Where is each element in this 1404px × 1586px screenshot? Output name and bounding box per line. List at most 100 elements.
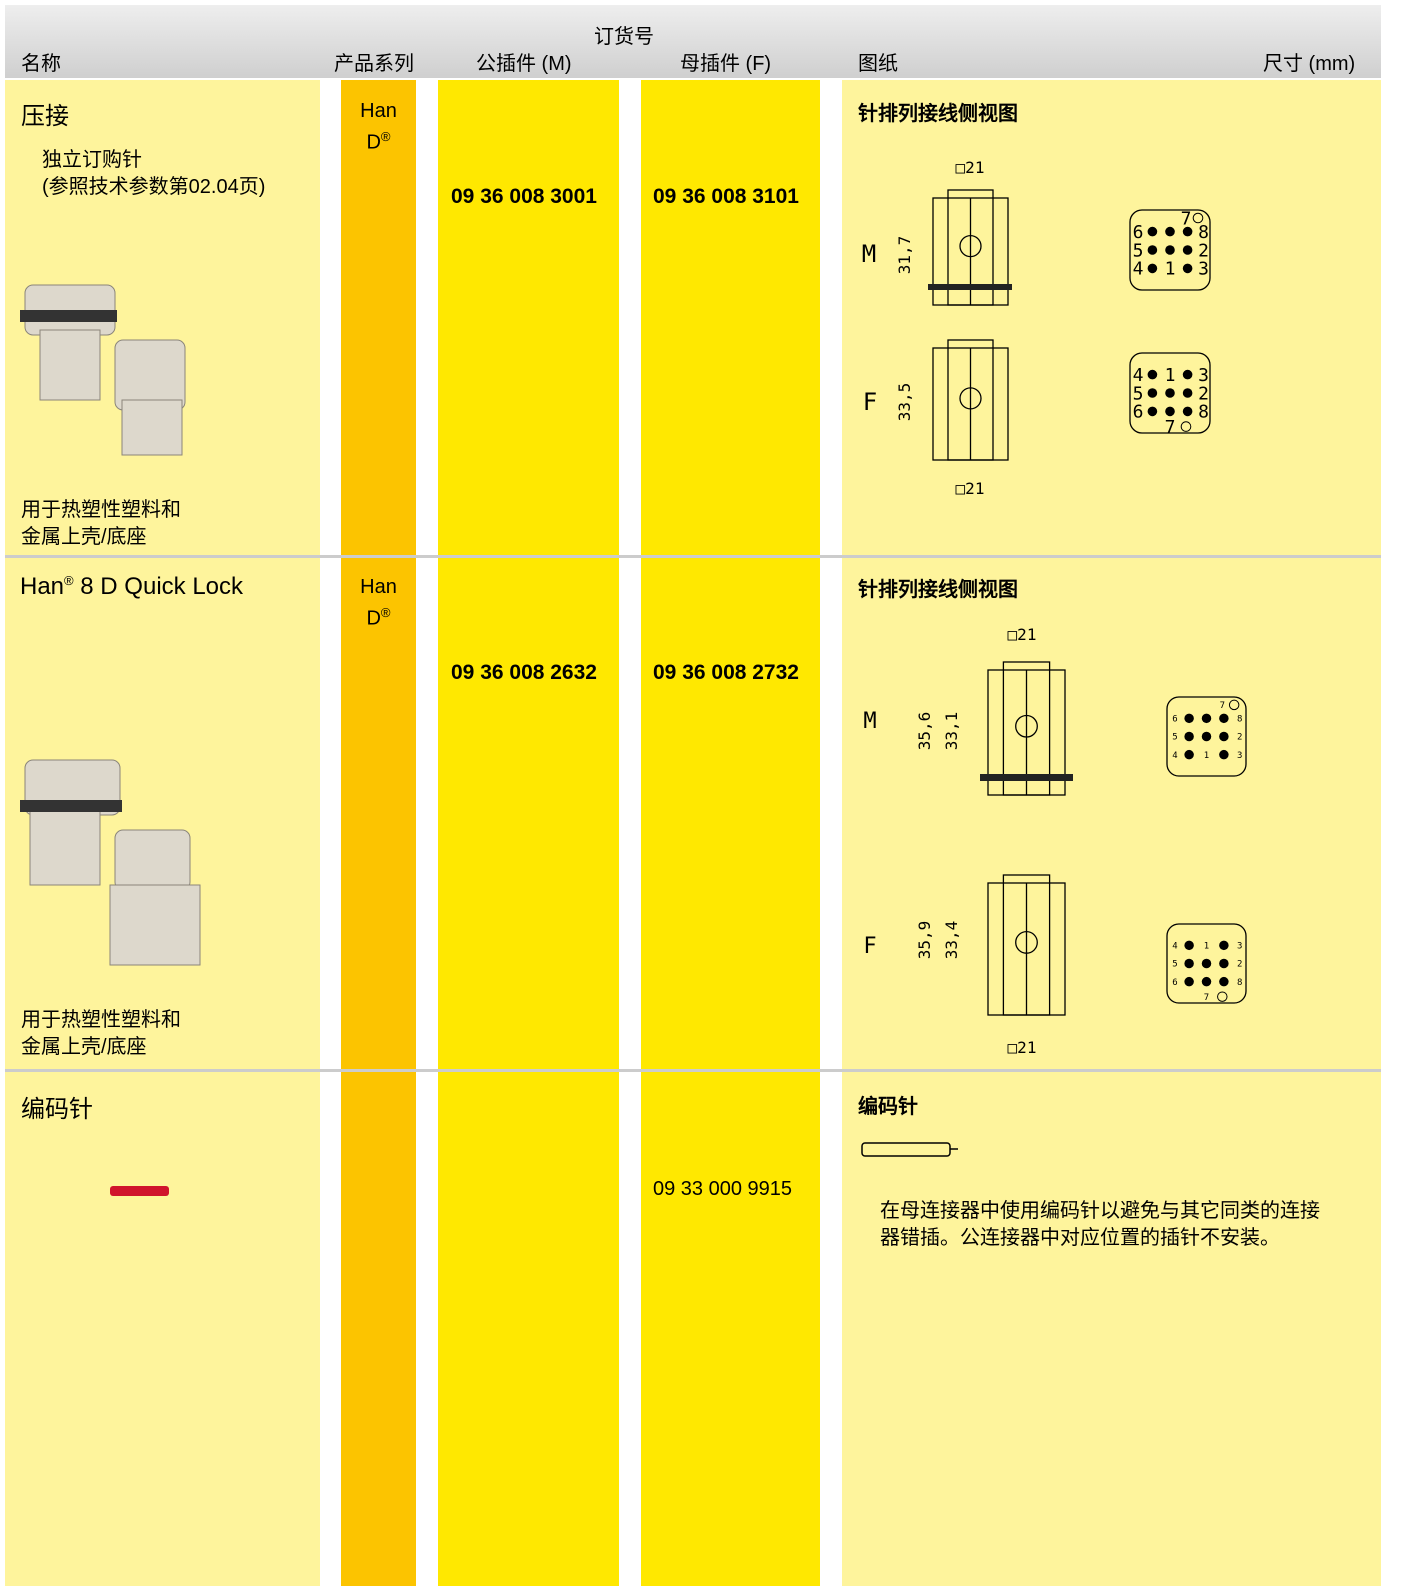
row-note: (参照技术参数第02.04页) xyxy=(42,176,266,198)
pin-label: 6 xyxy=(1133,402,1144,423)
pin xyxy=(1147,245,1158,255)
dimension: 33,5 xyxy=(895,383,914,422)
pin-label: 4 xyxy=(1172,941,1177,951)
pin xyxy=(1165,388,1175,398)
pin xyxy=(1182,388,1193,398)
pin-label: 4 xyxy=(1172,751,1177,761)
view-label: F xyxy=(863,934,876,959)
dimension: 31,7 xyxy=(895,236,914,275)
reg-mark: ® xyxy=(380,129,391,144)
pin-label: 1 xyxy=(1165,259,1176,280)
pin-label: 6 xyxy=(1172,978,1177,988)
reg-mark: ® xyxy=(64,573,74,588)
series: Han D® xyxy=(341,574,416,632)
pin-label: 2 xyxy=(1198,240,1209,261)
pin-label: 7 xyxy=(1220,701,1225,711)
pin xyxy=(1182,263,1193,274)
pin xyxy=(1182,226,1193,237)
view-label: F xyxy=(863,388,877,416)
series-letter: D xyxy=(366,607,381,630)
pin xyxy=(1182,245,1193,255)
drawing-title: 针排列接线侧视图 xyxy=(858,579,1018,601)
usage: 金属上壳/底座 xyxy=(21,1036,147,1058)
order-no: 订货号 xyxy=(594,26,654,48)
pin-label: 7 xyxy=(1204,993,1209,1003)
pin-box xyxy=(1129,352,1211,434)
pin-label: 3 xyxy=(1198,259,1209,280)
pin xyxy=(1219,958,1229,969)
seal xyxy=(980,774,1073,781)
pin xyxy=(1182,369,1193,380)
col-bg xyxy=(341,80,416,1586)
pin-label: 1 xyxy=(1165,365,1176,386)
male-code: 09 36 008 3001 xyxy=(451,185,597,208)
pin-label: 2 xyxy=(1237,960,1242,970)
pin-label: 5 xyxy=(1133,240,1144,261)
pin-label: 8 xyxy=(1237,978,1242,988)
pin-label: 3 xyxy=(1237,941,1242,951)
col-size: 尺寸 (mm) xyxy=(1263,53,1356,75)
dimension: □21 xyxy=(956,479,985,498)
usage: 用于热塑性塑料和 xyxy=(21,1009,181,1031)
pin xyxy=(1219,713,1229,724)
pin-label: 5 xyxy=(1172,960,1177,970)
earth-symbol xyxy=(1217,991,1228,1002)
pin-label: 2 xyxy=(1198,383,1209,404)
col-male: 公插件 (M) xyxy=(476,53,572,75)
male-code: 09 36 008 2632 xyxy=(451,661,597,684)
pin xyxy=(1184,976,1194,987)
pin xyxy=(1147,226,1158,237)
pin-label: 7 xyxy=(1165,417,1176,438)
drawing-title: 针排列接线侧视图 xyxy=(858,103,1018,125)
col-bg xyxy=(842,80,1381,1586)
pin xyxy=(1184,731,1194,742)
row-name: 编码针 xyxy=(21,1096,93,1123)
pin-label: 8 xyxy=(1237,714,1242,724)
pin-label: 1 xyxy=(1204,751,1209,761)
pin xyxy=(1219,749,1229,760)
drawing-title: 编码针 xyxy=(858,1096,918,1118)
usage: 金属上壳/底座 xyxy=(21,526,147,548)
pin-label: 4 xyxy=(1133,365,1144,386)
pin-label: 7 xyxy=(1181,208,1192,229)
pin xyxy=(1201,713,1212,724)
pin-label: 5 xyxy=(1172,733,1177,743)
pin-label: 2 xyxy=(1237,733,1242,743)
pin xyxy=(1201,731,1212,742)
dimension: 33,1 xyxy=(942,712,961,751)
earth-symbol xyxy=(1228,699,1240,711)
name-part: Han xyxy=(20,573,65,600)
col-series: 产品系列 xyxy=(334,53,414,75)
female-code: 09 33 000 9915 xyxy=(653,1178,793,1200)
pin-label: 6 xyxy=(1172,714,1177,724)
pin xyxy=(1147,406,1158,417)
pin xyxy=(1147,388,1158,398)
pin xyxy=(1201,958,1212,969)
dimension: □21 xyxy=(956,158,985,177)
pin xyxy=(1219,976,1229,987)
pin xyxy=(1147,369,1158,380)
female-code: 09 36 008 3101 xyxy=(653,185,799,208)
row-note: 独立订购针 xyxy=(42,149,142,171)
dimension: 35,6 xyxy=(915,712,934,751)
name-part: 8 D Quick Lock xyxy=(73,573,244,600)
series-name: Han xyxy=(360,576,397,598)
pin-label: 5 xyxy=(1133,383,1144,404)
header-bg xyxy=(5,5,1381,78)
photo xyxy=(20,284,201,966)
col-bg xyxy=(438,80,619,1586)
pin xyxy=(1219,731,1229,742)
pin xyxy=(1165,406,1175,417)
col-bg xyxy=(641,80,820,1586)
pin xyxy=(1184,940,1194,951)
pin xyxy=(1184,713,1194,724)
pin-box xyxy=(1129,209,1211,291)
row-divider xyxy=(5,555,1381,558)
pin xyxy=(1165,245,1175,255)
series-name: Han xyxy=(360,100,397,122)
row-divider xyxy=(5,1069,1381,1072)
pin xyxy=(1165,226,1175,237)
female-code: 09 36 008 2732 xyxy=(653,661,799,684)
